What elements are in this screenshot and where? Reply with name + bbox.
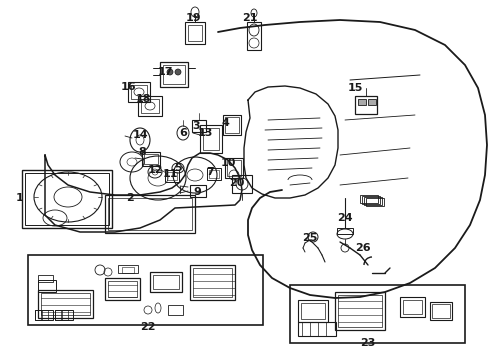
Bar bbox=[362, 196, 380, 204]
Bar bbox=[62, 310, 68, 320]
Text: 14: 14 bbox=[132, 130, 148, 140]
Bar bbox=[122, 267, 134, 273]
Bar bbox=[298, 322, 336, 336]
Text: 9: 9 bbox=[193, 187, 201, 197]
Bar bbox=[193, 268, 232, 297]
Bar bbox=[160, 62, 188, 87]
Ellipse shape bbox=[175, 69, 181, 75]
Text: 25: 25 bbox=[302, 233, 318, 243]
Text: 15: 15 bbox=[347, 83, 363, 93]
Bar bbox=[225, 158, 243, 178]
Bar bbox=[163, 65, 185, 84]
Bar bbox=[167, 172, 177, 180]
Bar bbox=[190, 265, 235, 300]
Bar bbox=[232, 175, 252, 193]
Bar bbox=[28, 255, 263, 325]
Text: 2: 2 bbox=[126, 193, 134, 203]
Bar bbox=[22, 170, 112, 228]
Bar bbox=[165, 170, 179, 182]
Text: 12: 12 bbox=[147, 165, 163, 175]
Bar bbox=[150, 272, 182, 292]
Bar bbox=[42, 310, 48, 320]
Bar bbox=[168, 305, 183, 315]
Bar bbox=[105, 195, 195, 233]
Bar bbox=[55, 310, 61, 320]
Bar bbox=[298, 300, 328, 322]
Bar bbox=[192, 120, 206, 132]
Bar bbox=[128, 82, 150, 102]
Bar bbox=[247, 22, 261, 50]
Bar bbox=[301, 303, 325, 319]
Bar bbox=[55, 310, 73, 320]
Bar bbox=[141, 99, 159, 113]
Bar bbox=[432, 304, 450, 318]
Bar bbox=[38, 290, 93, 318]
Bar bbox=[225, 117, 239, 133]
Bar bbox=[108, 198, 192, 230]
Bar bbox=[35, 310, 41, 320]
Bar bbox=[368, 99, 376, 105]
Text: 16: 16 bbox=[120, 82, 136, 92]
Bar bbox=[337, 228, 353, 234]
Text: 1: 1 bbox=[16, 193, 24, 203]
Bar bbox=[38, 280, 56, 292]
Bar bbox=[227, 160, 241, 176]
Bar bbox=[358, 99, 366, 105]
Text: 3: 3 bbox=[192, 121, 200, 131]
Text: 8: 8 bbox=[138, 147, 146, 157]
Bar bbox=[153, 275, 179, 289]
Text: 26: 26 bbox=[355, 243, 371, 253]
Bar bbox=[190, 185, 206, 197]
Bar bbox=[364, 197, 382, 205]
Ellipse shape bbox=[167, 69, 173, 75]
Bar bbox=[35, 310, 53, 320]
Bar bbox=[25, 173, 109, 225]
Bar bbox=[430, 302, 452, 320]
Bar bbox=[200, 125, 222, 153]
Bar bbox=[290, 285, 465, 343]
Text: 5: 5 bbox=[174, 163, 182, 173]
Bar bbox=[203, 128, 219, 150]
Text: 21: 21 bbox=[242, 13, 258, 23]
Bar bbox=[108, 281, 137, 297]
Text: 24: 24 bbox=[337, 213, 353, 223]
Bar bbox=[118, 265, 138, 273]
Text: 4: 4 bbox=[221, 118, 229, 128]
Text: 6: 6 bbox=[179, 128, 187, 138]
Bar bbox=[188, 25, 202, 41]
Bar bbox=[142, 152, 160, 166]
Bar bbox=[41, 293, 90, 315]
Text: 17: 17 bbox=[157, 67, 173, 77]
Text: 10: 10 bbox=[220, 158, 236, 168]
Bar bbox=[366, 198, 384, 206]
Text: 23: 23 bbox=[360, 338, 376, 348]
Text: 18: 18 bbox=[135, 94, 151, 104]
Bar bbox=[355, 96, 377, 114]
Bar bbox=[400, 297, 425, 317]
Text: 19: 19 bbox=[185, 13, 201, 23]
Text: 7: 7 bbox=[206, 167, 214, 177]
Bar bbox=[207, 168, 221, 180]
Bar bbox=[144, 154, 158, 164]
Bar bbox=[403, 300, 422, 314]
Bar bbox=[131, 85, 147, 99]
Text: 22: 22 bbox=[140, 322, 156, 332]
Bar bbox=[38, 275, 53, 282]
Bar bbox=[185, 22, 205, 44]
Bar bbox=[338, 295, 382, 327]
Text: 11: 11 bbox=[162, 169, 178, 179]
Bar bbox=[138, 96, 162, 116]
Bar bbox=[335, 292, 385, 330]
Bar bbox=[360, 195, 378, 203]
Bar bbox=[209, 170, 219, 178]
Text: 20: 20 bbox=[229, 178, 245, 188]
Bar bbox=[223, 115, 241, 135]
Text: 13: 13 bbox=[197, 128, 213, 138]
Bar bbox=[105, 278, 140, 300]
